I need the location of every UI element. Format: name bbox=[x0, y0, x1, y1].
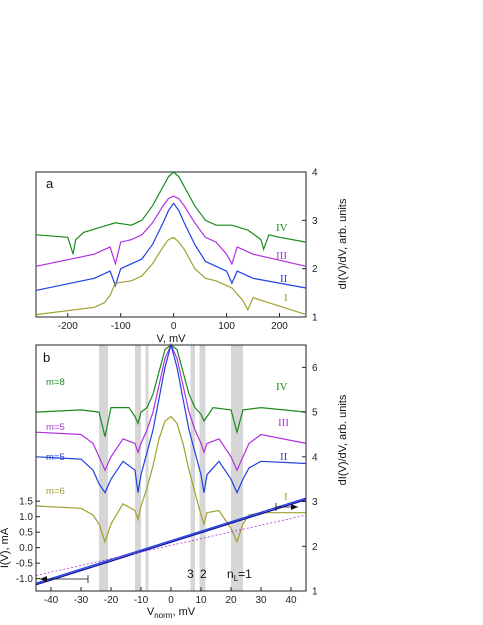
iv-curve bbox=[35, 514, 307, 576]
panel-a-series-IV bbox=[35, 171, 307, 255]
panel-b-m-labels: m=8 m=5 m=5 m=6 bbox=[46, 377, 65, 497]
panel-b-x-tick-label: 40 bbox=[285, 595, 297, 606]
panel-b-m-label-IV: m=8 bbox=[46, 377, 65, 388]
annotation-nL: nL=1 bbox=[227, 567, 252, 583]
panel-b-x-ticks: -40 -30 -20 -10 0 10 20 30 40 bbox=[44, 587, 297, 606]
panel-b-left-y-tick-label: 1.5 bbox=[19, 497, 33, 508]
panel-b-x-tick-label: -30 bbox=[74, 595, 89, 606]
panel-a-x-axis-label: V, mV bbox=[157, 333, 187, 345]
panel-b-right-y-tick-label: 2 bbox=[312, 542, 318, 553]
panel-a-y-tick-label: 3 bbox=[312, 216, 318, 227]
panel-b-x-tick-label: 0 bbox=[168, 595, 174, 606]
panel-a-series-III bbox=[35, 195, 307, 267]
panel-a-x-tick-label: -100 bbox=[111, 321, 131, 332]
panel-b-curve-label-II: II bbox=[280, 451, 288, 463]
shaded-band bbox=[190, 345, 195, 591]
panel-a-y-tick-label: 4 bbox=[312, 168, 318, 179]
panel-b-right-y-tick-label: 3 bbox=[312, 497, 318, 508]
annotation-eq1: =1 bbox=[238, 567, 252, 581]
panel-b-shaded-bands bbox=[99, 345, 243, 591]
panel-b-x-tick-label: 30 bbox=[255, 595, 267, 606]
panel-b-x-axis-label: Vnorm, mV bbox=[147, 606, 196, 620]
panel-b-right-y-tick-label: 6 bbox=[312, 363, 318, 374]
panel-a-x-tick-label: 0 bbox=[171, 321, 177, 332]
panel-a-curve-label-III: III bbox=[276, 250, 287, 262]
shaded-band bbox=[199, 345, 206, 591]
left-axis-arrow bbox=[40, 575, 89, 583]
panel-a-x-tick-label: 200 bbox=[271, 321, 288, 332]
panel-b-series-I bbox=[35, 415, 306, 544]
annotation-3: 3 bbox=[187, 567, 194, 581]
panel-b-left-y-tick-label: -1.0 bbox=[16, 574, 34, 585]
panel-b-m-label-II: m=5 bbox=[46, 452, 65, 463]
annotation-n: n bbox=[227, 567, 234, 581]
iv-curve bbox=[35, 499, 307, 586]
panel-b-curve-label-I: I bbox=[284, 491, 288, 503]
annotation-L: L bbox=[234, 574, 239, 583]
panel-b-series-IV bbox=[35, 344, 307, 437]
panel-a-y-tick-label: 1 bbox=[312, 313, 318, 324]
shaded-band bbox=[145, 345, 149, 591]
right-axis-arrow bbox=[275, 503, 298, 511]
annotation-2: 2 bbox=[200, 567, 207, 581]
panel-b-right-y-tick-label: 4 bbox=[312, 452, 318, 463]
panel-b-curve-label-III: III bbox=[278, 417, 289, 429]
panel-b-m-label-I: m=6 bbox=[46, 486, 65, 497]
panel-b-label: b bbox=[43, 350, 50, 365]
panel-b-m-label-III: m=5 bbox=[46, 422, 65, 433]
shaded-band bbox=[231, 345, 243, 591]
panel-b-x-tick-label: 20 bbox=[225, 595, 237, 606]
panel-b-right-y-tick-label: 1 bbox=[312, 587, 318, 598]
panel-a-series-I bbox=[35, 236, 307, 316]
panel-b-left-y-tick-label: -0.5 bbox=[16, 559, 34, 570]
panel-b-right-y-ticks: 1 2 3 4 5 6 bbox=[302, 363, 318, 598]
panel-b-frame bbox=[35, 344, 307, 592]
panel-b-left-y-tick-label: 1.0 bbox=[19, 512, 33, 523]
x-label-sub: norm bbox=[154, 611, 173, 620]
panel-a-curve-label-IV: IV bbox=[276, 222, 288, 234]
panel-b-x-tick-label: -10 bbox=[134, 595, 149, 606]
panel-a-y-ticks: 1 2 3 4 bbox=[302, 168, 318, 324]
x-label-main: V bbox=[147, 606, 155, 618]
x-label-tail: , mV bbox=[172, 606, 195, 618]
panel-b-curve-label-IV: IV bbox=[276, 381, 288, 393]
panel-b-left-y-tick-label: 0.0 bbox=[19, 543, 33, 554]
shaded-band bbox=[135, 345, 141, 591]
panel-a-frame bbox=[35, 171, 307, 318]
panel-a-series-II bbox=[35, 202, 307, 291]
panel-a-curves bbox=[35, 171, 307, 316]
panel-a-y-tick-label: 2 bbox=[312, 264, 318, 275]
panel-b-left-y-ticks: -1.0 -0.5 0.0 0.5 1.0 1.5 bbox=[16, 497, 40, 585]
panel-b-IV-curves bbox=[35, 497, 307, 586]
panel-a-curve-label-II: II bbox=[280, 273, 288, 285]
panel-a-x-tick-label: 100 bbox=[218, 321, 235, 332]
panel-b-right-y-axis-label: dI(V)/dV, arb. units bbox=[337, 394, 349, 485]
panel-b-left-y-tick-label: 0.5 bbox=[19, 528, 33, 539]
panel-b-x-tick-label: -20 bbox=[104, 595, 119, 606]
panel-b-right-y-tick-label: 5 bbox=[312, 408, 318, 419]
panel-a-label: a bbox=[46, 176, 54, 191]
panel-a-curve-label-I: I bbox=[284, 292, 288, 304]
iv-curve bbox=[35, 497, 307, 584]
panel-b-x-tick-label: 10 bbox=[195, 595, 207, 606]
panel-b-left-y-axis-label: I(V), mA bbox=[0, 527, 11, 568]
panel-a-y-axis-label: dI(V)/dV, arb. units bbox=[337, 198, 349, 289]
panel-b-series-II bbox=[35, 342, 307, 495]
panel-b-x-tick-label: -40 bbox=[44, 595, 59, 606]
panel-a-x-ticks: -200 -100 0 100 200 bbox=[58, 313, 288, 332]
panel-a-x-tick-label: -200 bbox=[58, 321, 78, 332]
